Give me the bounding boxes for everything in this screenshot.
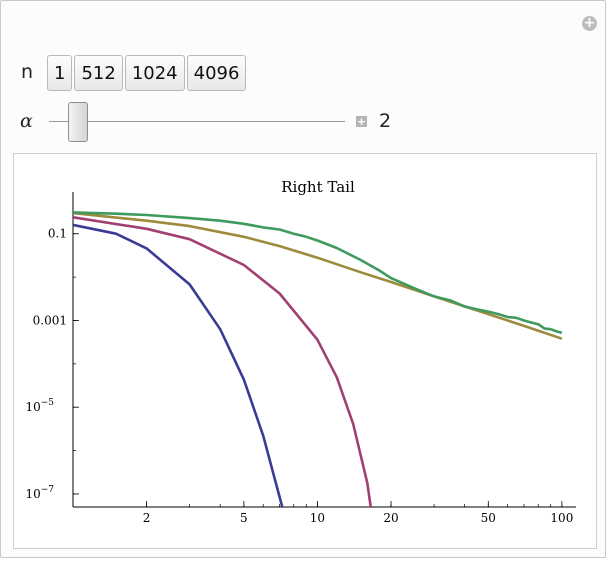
series-line-4 <box>73 211 563 335</box>
plus-square-icon[interactable]: + <box>356 115 367 128</box>
x-tick-label: 10 <box>310 511 325 525</box>
series-line-3 <box>73 211 563 340</box>
y-tick-label: 10−7 <box>25 485 54 501</box>
n-option-1024[interactable]: 1024 <box>124 55 185 91</box>
right-tail-chart: Right Tail 2 5 10 20 50 100 0.1 0.001 10−5 10−7 <box>25 178 576 525</box>
x-tick-label: 50 <box>481 511 496 525</box>
n-option-512[interactable]: 512 <box>74 55 123 91</box>
alpha-value: 2 <box>379 110 392 132</box>
x-tick-label: 5 <box>240 511 248 525</box>
series-line-1 <box>73 223 284 507</box>
n-label: n <box>21 61 34 83</box>
y-tick-label: 0.001 <box>33 313 67 327</box>
plot-panel: Right Tail 2 5 10 20 50 100 0.1 0.001 10−5 10−7 <box>13 153 597 549</box>
n-option-4096[interactable]: 4096 <box>186 55 247 91</box>
series-line-2 <box>73 216 373 507</box>
alpha-slider-track[interactable] <box>49 121 345 122</box>
x-tick-label: 2 <box>143 511 151 525</box>
y-tick-label: 10−5 <box>25 398 54 414</box>
n-option-1[interactable]: 1 <box>47 55 73 91</box>
chart-title: Right Tail <box>281 178 355 196</box>
alpha-label: α <box>20 110 33 132</box>
x-tick-label: 20 <box>383 511 398 525</box>
n-setter-bar: 1 512 1024 4096 <box>47 55 248 93</box>
alpha-slider-thumb[interactable] <box>68 102 88 142</box>
x-tick-label: 100 <box>550 511 573 525</box>
plus-circle-icon[interactable]: + <box>582 15 597 31</box>
y-tick-label: 0.1 <box>48 227 67 241</box>
